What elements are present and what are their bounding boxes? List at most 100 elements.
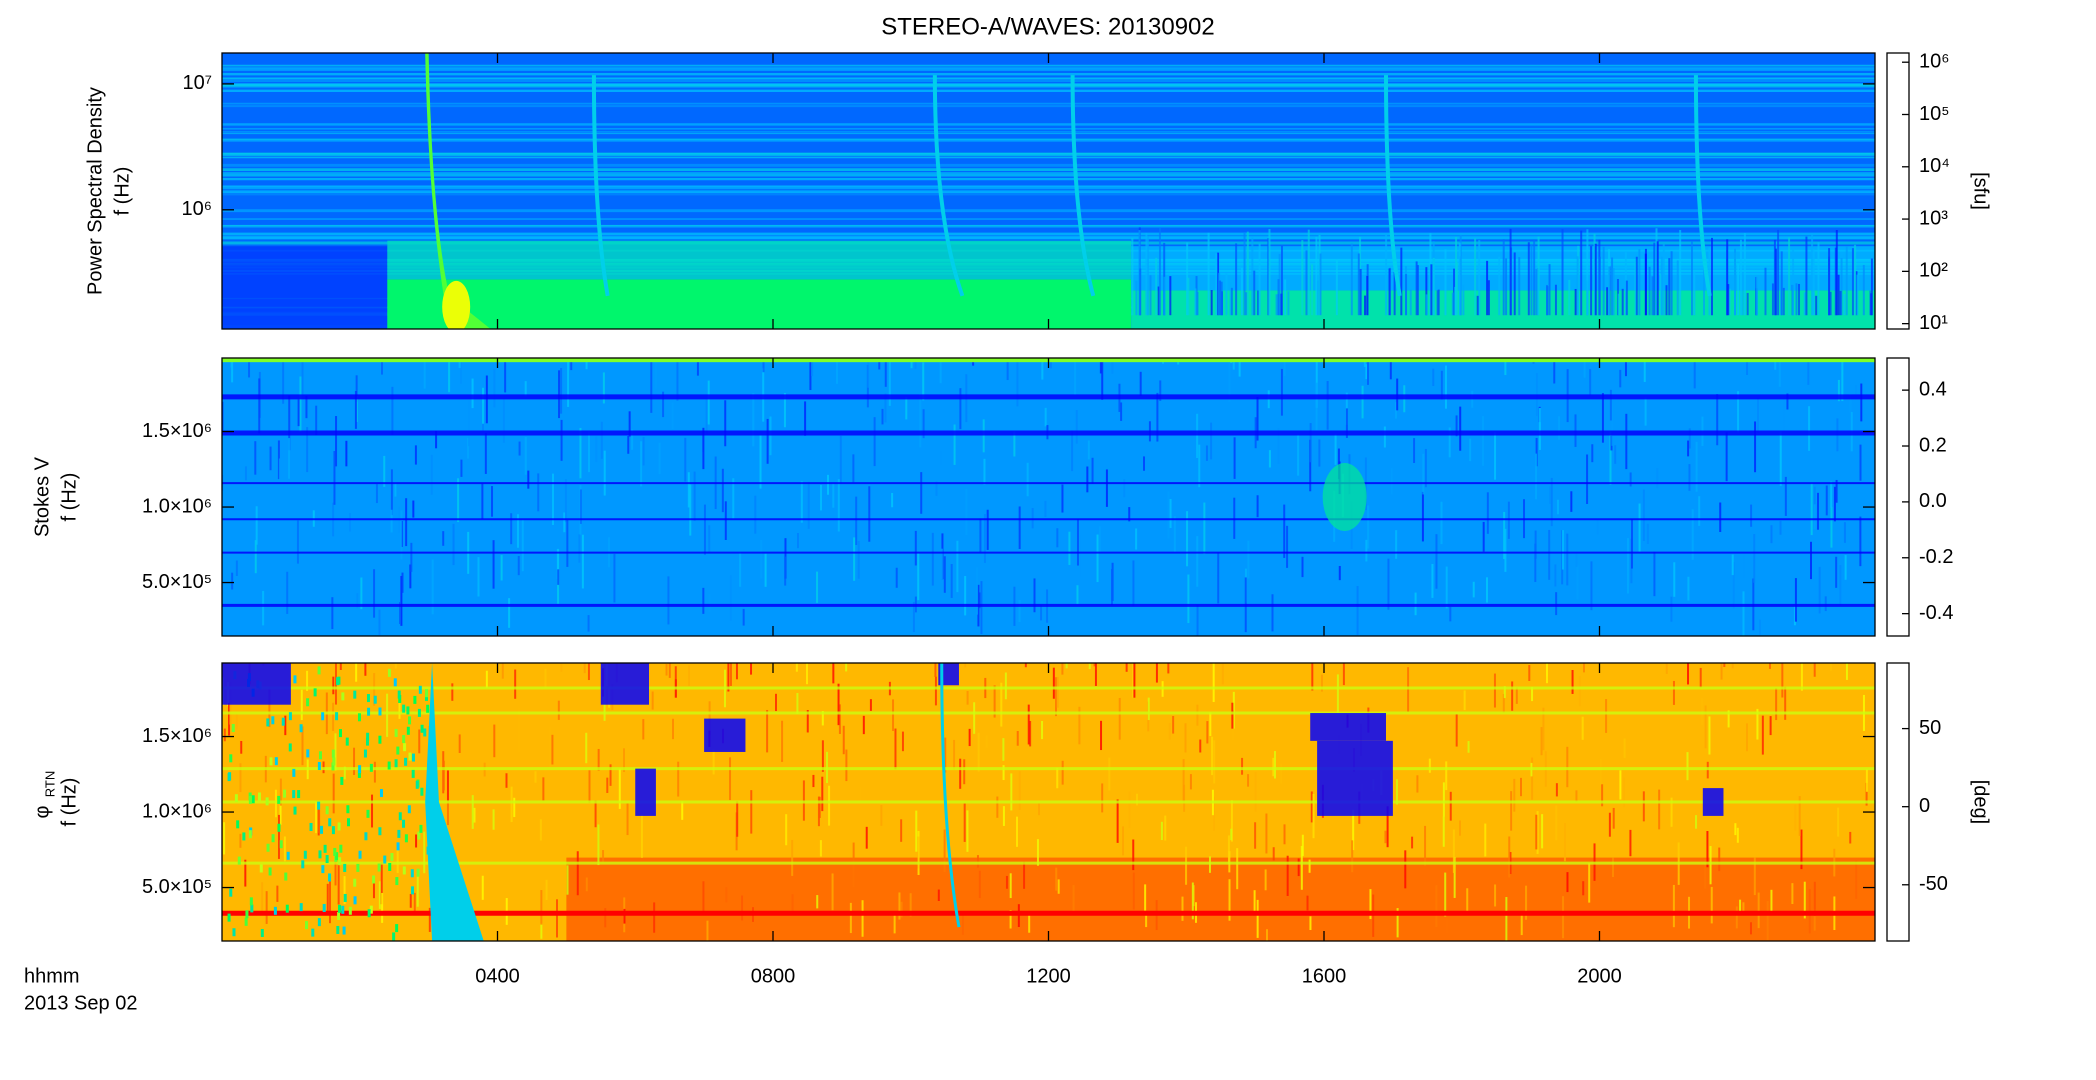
spectrogram-texture xyxy=(442,280,471,329)
spectrogram-texture xyxy=(232,928,236,937)
spectrogram-texture xyxy=(369,763,373,772)
spectrogram-texture xyxy=(331,826,335,835)
spectrogram-texture xyxy=(343,893,347,902)
spectrogram-texture xyxy=(320,825,324,834)
spectrogram-texture xyxy=(311,928,315,937)
spectrogram-texture xyxy=(1383,75,1402,297)
y-tick-label: 1.0×10⁶ xyxy=(142,800,212,822)
spectrogram-texture xyxy=(415,780,419,789)
spectrogram-texture xyxy=(266,718,270,727)
spectrogram-texture xyxy=(269,757,273,766)
x-axis-label: hhmm xyxy=(24,965,80,987)
spectrogram-texture xyxy=(387,668,391,677)
spectrogram-texture xyxy=(413,695,417,704)
spectrogram-texture xyxy=(1693,75,1712,297)
spectrogram-texture xyxy=(292,790,296,799)
spectrogram-texture xyxy=(317,666,321,675)
spectrogram-texture xyxy=(268,867,272,876)
spectrogram-texture xyxy=(410,869,414,878)
spectrogram-texture xyxy=(340,776,344,785)
spectrogram-texture xyxy=(284,872,288,881)
spectrogram-texture xyxy=(366,694,370,703)
spectrogram-texture xyxy=(229,888,233,897)
colorbar-tick-label: 10³ xyxy=(1919,207,1948,229)
spectrogram-texture xyxy=(372,875,376,884)
spectrogram-texture xyxy=(227,913,231,922)
spectrogram-texture xyxy=(408,716,412,725)
spectrogram-texture xyxy=(277,795,281,804)
spectrogram-texture xyxy=(339,844,343,853)
y-tick-label: 1.0×10⁶ xyxy=(142,495,212,517)
spectrogram-texture xyxy=(338,904,342,913)
spectrogram-texture xyxy=(566,857,1875,941)
spectrogram-texture xyxy=(309,822,313,831)
colorbar-tick-label: -50 xyxy=(1919,873,1948,895)
colorbar-tick-label: 0.0 xyxy=(1919,490,1947,512)
y-tick-label: 1.5×10⁶ xyxy=(142,725,212,747)
spectrogram-texture xyxy=(279,840,283,849)
spectrogram-texture xyxy=(248,796,252,805)
y-axis-label-subscript: RTN xyxy=(42,771,57,797)
y-axis-label: f (Hz) xyxy=(111,167,133,216)
spectrogram-texture xyxy=(1702,788,1724,816)
spectrogram-texture xyxy=(266,843,270,852)
y-axis-label: f (Hz) xyxy=(58,473,80,522)
colorbar-tick-label: 10¹ xyxy=(1919,312,1948,334)
spectrogram-texture xyxy=(357,713,361,722)
x-tick-label: 0800 xyxy=(751,965,796,987)
spectrogram-texture xyxy=(283,789,287,798)
spectrogram-texture xyxy=(274,757,278,766)
spectrogram-texture xyxy=(704,718,746,752)
spectrogram-texture xyxy=(1310,713,1386,741)
spectrogram-texture xyxy=(293,806,297,815)
spectrogram-texture xyxy=(249,897,253,906)
spectrogram-texture xyxy=(366,732,370,741)
colorbar-tick-label: 10⁶ xyxy=(1919,50,1949,72)
colorbar-tick-label: 10² xyxy=(1919,260,1948,282)
spectrogram-texture xyxy=(392,932,396,941)
spectrogram-texture xyxy=(336,925,340,934)
spectrogram-texture xyxy=(396,746,400,755)
spectrogram-texture xyxy=(395,877,399,886)
spectrogram-texture xyxy=(321,712,325,721)
y-tick-label: 1.5×10⁶ xyxy=(142,420,212,442)
spectrogram-texture xyxy=(348,906,352,915)
spectrogram-texture xyxy=(402,735,406,744)
y-tick-label: 10⁷ xyxy=(183,72,212,94)
spectrogram-texture xyxy=(299,724,303,733)
spectrogram-texture xyxy=(425,663,484,941)
spectrogram xyxy=(222,663,1875,941)
spectrogram-texture xyxy=(286,851,290,860)
spectrogram-texture xyxy=(417,708,421,717)
date-label: 2013 Sep 02 xyxy=(24,992,137,1014)
spectrogram-texture xyxy=(288,712,292,721)
spectrogram-texture xyxy=(325,855,329,864)
spectrogram-texture xyxy=(343,863,347,872)
spectrogram-texture xyxy=(305,921,309,930)
colorbar-tick-label: -0.4 xyxy=(1919,602,1953,624)
colorbar-tick-label: 0.2 xyxy=(1919,434,1947,456)
spectrogram-texture xyxy=(222,663,291,705)
spectrogram-texture xyxy=(236,820,240,829)
y-axis-label: Power Spectral Density xyxy=(84,87,106,295)
spectrogram-texture xyxy=(328,818,332,827)
spectrogram-texture xyxy=(366,809,370,818)
spectrogram-texture xyxy=(377,863,381,872)
spectrogram-texture xyxy=(317,918,321,927)
spectrogram-texture xyxy=(403,743,407,752)
spectrogram-texture xyxy=(388,862,392,871)
spectrogram-texture xyxy=(328,873,332,882)
spectrogram-texture xyxy=(342,926,346,935)
spectrogram-texture xyxy=(398,812,402,821)
spectrogram-texture xyxy=(250,904,254,913)
spectrogram-texture xyxy=(940,663,961,928)
colorbar-tick-label: 0 xyxy=(1919,795,1930,817)
spectrogram-texture xyxy=(341,692,345,701)
spectrogram-texture xyxy=(345,737,349,746)
x-tick-label: 1200 xyxy=(1026,965,1071,987)
spectrogram-texture xyxy=(406,726,410,735)
spectrogram-texture xyxy=(248,830,252,839)
spectrogram-texture xyxy=(273,906,277,915)
spectrogram-texture xyxy=(265,797,269,806)
spectrogram-texture xyxy=(379,789,383,798)
